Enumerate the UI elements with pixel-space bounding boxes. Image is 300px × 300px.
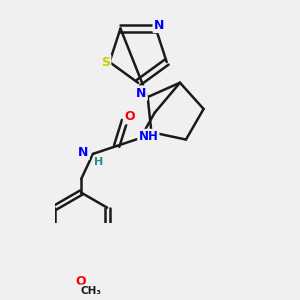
Text: S: S: [101, 56, 110, 69]
Text: H: H: [94, 157, 103, 167]
Text: O: O: [76, 275, 86, 288]
Text: N: N: [78, 146, 89, 159]
Text: N: N: [136, 87, 147, 100]
Text: N: N: [154, 19, 164, 32]
Text: O: O: [124, 110, 135, 123]
Text: NH: NH: [138, 130, 158, 143]
Text: CH₃: CH₃: [80, 286, 101, 296]
